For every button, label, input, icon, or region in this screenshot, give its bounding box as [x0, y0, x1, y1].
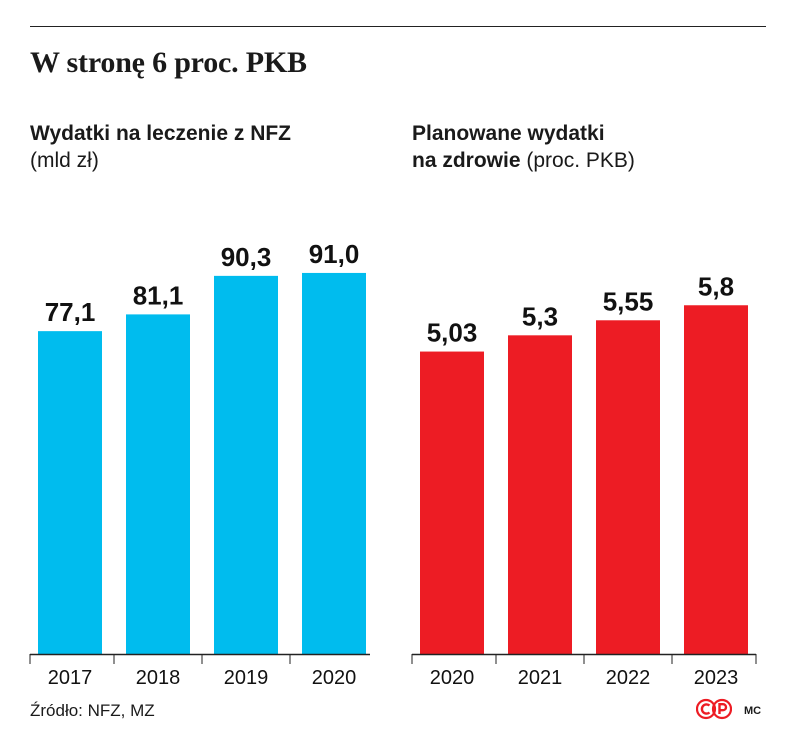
- gdp-bar-2022: [596, 320, 660, 654]
- nfz-category-label: 2019: [224, 667, 269, 689]
- top-rule: [30, 26, 766, 27]
- gdp-value-label: 5,03: [427, 318, 478, 348]
- left-chart-title-block: Wydatki na leczenie z NFZ (mld zł): [30, 120, 291, 174]
- left-chart-unit: (mld zł): [30, 149, 99, 172]
- source-note: Źródło: NFZ, MZ: [30, 701, 155, 720]
- author-credit: MC: [744, 705, 762, 717]
- gdp-category-label: 2022: [606, 667, 651, 689]
- gdp-bar-2023: [684, 305, 748, 654]
- right-chart-unit: (proc. PKB): [526, 149, 635, 172]
- gdp-category-label: 2021: [518, 667, 563, 689]
- nfz-bar-2018: [126, 314, 190, 654]
- left-chart-title: Wydatki na leczenie z NFZ: [30, 122, 292, 145]
- nfz-value-label: 90,3: [221, 242, 272, 272]
- gdp-bar-2020: [420, 351, 484, 654]
- right-chart-title-block: Planowane wydatki na zdrowie (proc. PKB): [412, 120, 635, 174]
- nfz-value-label: 91,0: [309, 239, 360, 269]
- gdp-value-label: 5,8: [698, 271, 734, 301]
- gdp-bar-2021: [508, 335, 572, 654]
- health-spending-gdp-bar-chart: 5,03 2020 5,3 2021 5,55 2022 5,8 2023: [411, 271, 757, 689]
- nfz-bar-2020: [302, 272, 366, 654]
- gdp-category-label: 2020: [430, 667, 475, 689]
- nfz-category-label: 2017: [48, 667, 93, 689]
- right-chart-title-line1: Planowane wydatki: [412, 122, 605, 145]
- nfz-category-label: 2020: [312, 667, 357, 689]
- gdp-value-label: 5,3: [522, 301, 558, 331]
- nfz-spending-bar-chart: 77,1 2017 81,1 2018 90,3 2019 91,0 2020: [29, 239, 370, 689]
- gdp-value-label: 5,55: [603, 286, 654, 316]
- nfz-bar-2017: [38, 331, 102, 654]
- nfz-value-label: 77,1: [45, 297, 96, 327]
- nfz-bar-2019: [214, 275, 278, 654]
- nfz-category-label: 2018: [136, 667, 181, 689]
- main-title: W stronę 6 proc. PKB: [30, 46, 307, 79]
- gdp-category-label: 2023: [694, 667, 739, 689]
- nfz-value-label: 81,1: [133, 280, 184, 310]
- cp-logo-icon: [696, 698, 732, 720]
- right-chart-title-line2: na zdrowie: [412, 149, 521, 172]
